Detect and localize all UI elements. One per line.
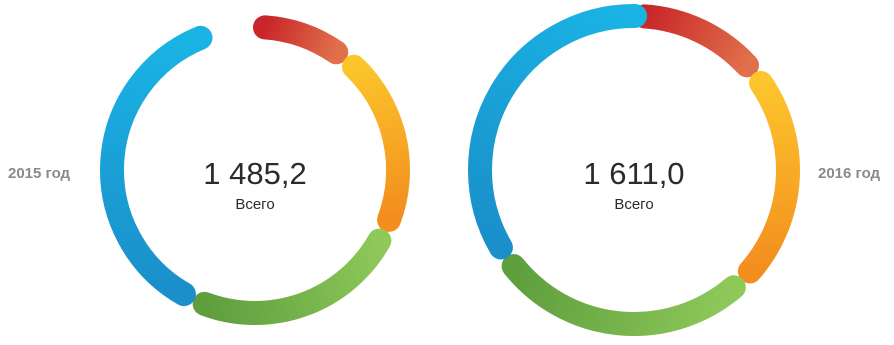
year-label-2016: 2016 год [818, 165, 881, 182]
total-value-2016: 1 611,0 [583, 156, 685, 191]
green-segment-2015 [192, 228, 392, 325]
green-segment-2016 [501, 254, 746, 336]
orange-segment-2016 [737, 71, 800, 284]
donut-chart-2015 [100, 15, 410, 325]
red-segment-2016 [632, 4, 759, 78]
total-caption-2016: Всего [614, 196, 654, 213]
donut-chart-2016 [467, 3, 800, 336]
total-value-2015: 1 485,2 [203, 156, 307, 191]
blue-segment-2016 [467, 3, 648, 260]
red-segment-2015 [252, 15, 349, 65]
year-label-2015: 2015 год [8, 165, 71, 182]
donut-center-2016: 1 611,0 Всего [534, 156, 734, 213]
total-caption-2015: Всего [235, 196, 275, 213]
blue-segment-2015 [100, 25, 213, 307]
orange-segment-2015 [341, 54, 410, 232]
donut-center-2015: 1 485,2 Всего [155, 156, 355, 213]
